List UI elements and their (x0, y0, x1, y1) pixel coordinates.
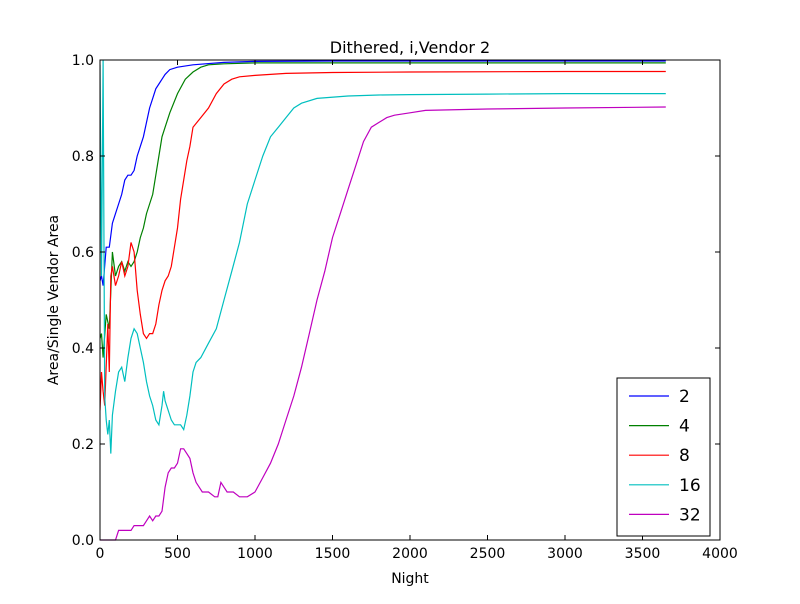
y-tick-label: 0.2 (72, 437, 94, 453)
series-line-2 (100, 60, 666, 286)
chart-title: Dithered, i,Vendor 2 (330, 38, 490, 57)
series-layer (100, 59, 666, 541)
ticks-layer: 0 500 1000 1500 2000 2500 3000 3500 4000 0.0 0.2 0.… (72, 53, 738, 562)
y-tick-label: 0.0 (72, 533, 94, 549)
x-tick-label: 3500 (625, 546, 661, 562)
series-line-8 (100, 70, 666, 411)
legend: 2 4 8 16 32 (616, 377, 711, 537)
y-axis-label: Area/Single Vendor Area (46, 215, 62, 385)
x-tick-label: 500 (164, 546, 191, 562)
legend-label-8: 8 (679, 446, 690, 466)
x-tick-label: 1500 (315, 546, 351, 562)
legend-label-2: 2 (679, 387, 690, 407)
x-tick-label: 4000 (702, 546, 738, 562)
x-tick-label: 2500 (470, 546, 506, 562)
y-tick-label: 1.0 (72, 53, 94, 69)
x-tick-label: 0 (96, 546, 105, 562)
series-line-4 (100, 62, 666, 358)
y-tick-label: 0.4 (72, 341, 94, 357)
legend-label-4: 4 (679, 417, 690, 437)
legend-label-16: 16 (679, 476, 701, 496)
series-line-16 (100, 59, 666, 454)
x-tick-label: 2000 (392, 546, 428, 562)
x-axis-label: Night (391, 571, 429, 587)
x-tick-label: 1000 (237, 546, 273, 562)
legend-label-32: 32 (679, 505, 701, 525)
series-line-32 (100, 106, 666, 541)
x-tick-label: 3000 (547, 546, 583, 562)
y-tick-label: 0.8 (72, 149, 94, 165)
legend-box (616, 377, 711, 537)
y-tick-label: 0.6 (72, 245, 94, 261)
